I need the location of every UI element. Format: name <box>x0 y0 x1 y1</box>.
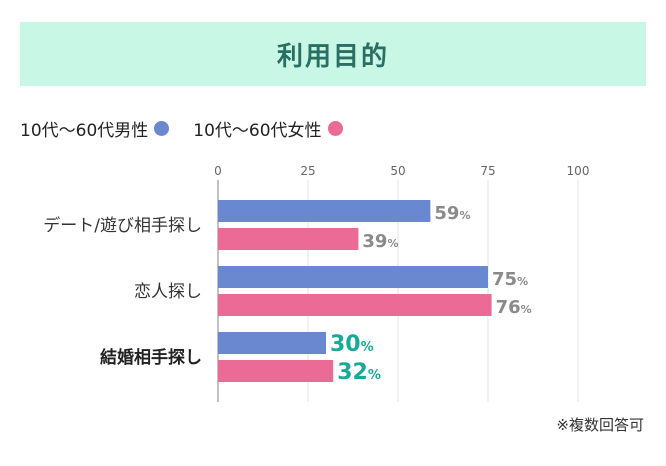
x-tick-label-0: 0 <box>214 164 222 178</box>
data-label-0-0: 59% <box>434 203 470 224</box>
category-label-0: デート/遊び相手探し <box>43 215 202 236</box>
footnote: ※複数回答可 <box>556 416 644 434</box>
legend-item-female: 10代〜60代女性 <box>193 116 343 141</box>
bar-1-1 <box>218 294 492 316</box>
bar-2-1 <box>218 360 334 382</box>
legend-item-male: 10代〜60代男性 <box>20 116 170 141</box>
x-tick-label-100: 100 <box>567 164 590 178</box>
bar-1-0 <box>218 266 488 288</box>
data-label-1-1: 76% <box>496 297 532 318</box>
legend-label-female: 10代〜60代女性 <box>193 120 322 141</box>
x-tick-label-75: 75 <box>480 164 495 178</box>
category-label-2: 結婚相手探し <box>100 347 202 368</box>
legend-label-male: 10代〜60代男性 <box>20 120 149 141</box>
x-tick-label-25: 25 <box>300 164 315 178</box>
category-label-1: 恋人探し <box>134 281 202 302</box>
bar-0-0 <box>218 200 431 222</box>
legend-dot-female <box>327 120 343 136</box>
data-label-1-0: 75% <box>492 269 528 290</box>
legend-dot-male <box>154 120 170 136</box>
data-label-2-0: 30% <box>330 332 374 357</box>
legend: 10代〜60代男性 10代〜60代女性 <box>20 116 367 141</box>
data-label-0-1: 39% <box>362 231 398 252</box>
x-tick-label-50: 50 <box>390 164 405 178</box>
bar-0-1 <box>218 228 359 250</box>
data-label-2-1: 32% <box>337 360 381 385</box>
title-band: 利用目的 <box>20 22 646 86</box>
chart-title: 利用目的 <box>276 41 389 72</box>
bar-2-0 <box>218 332 326 354</box>
